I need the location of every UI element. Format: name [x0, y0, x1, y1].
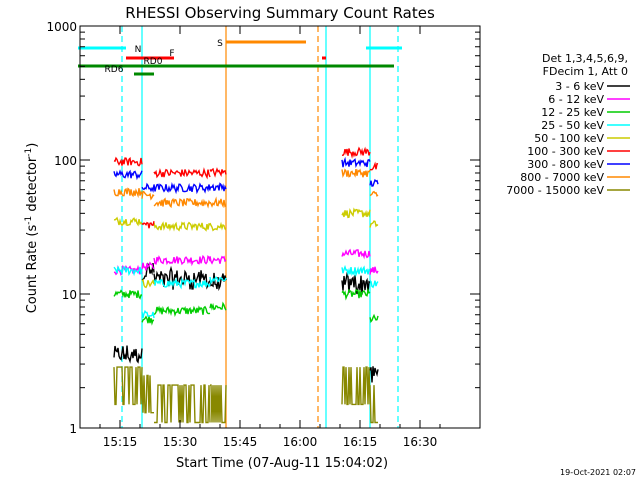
legend-label-7: 800 - 7000 keV — [520, 171, 604, 184]
y-tick-label-1: 10 — [62, 288, 77, 302]
flag-label-4: RD6 — [105, 65, 124, 75]
y-axis-label-start: Count Rate (s — [25, 225, 40, 314]
x-tick-label-4: 16:15 — [343, 435, 378, 449]
series-6 — [113, 156, 379, 195]
legend-header-0: Det 1,3,4,5,6,9, — [542, 52, 628, 65]
legend-label-1: 6 - 12 keV — [548, 93, 604, 106]
legend-header-1: FDecim 1, Att 0 — [543, 65, 628, 78]
legend-label-8: 7000 - 15000 keV — [506, 184, 604, 197]
legend-label-3: 25 - 50 keV — [541, 119, 604, 132]
legend-label-5: 100 - 300 keV — [527, 145, 604, 158]
y-tick-label-0: 1 — [69, 422, 77, 436]
series-5 — [113, 146, 379, 229]
legend-label-2: 12 - 25 keV — [541, 106, 604, 119]
y-axis-label: Count Rate (s-1 detector-1) — [24, 143, 40, 314]
series-trace-4 — [113, 207, 379, 289]
x-tick-label-3: 16:00 — [283, 435, 318, 449]
x-tick-label-0: 15:15 — [103, 435, 138, 449]
series-4 — [113, 207, 379, 289]
y-tick-label-2: 100 — [54, 154, 77, 168]
series-trace-2 — [113, 287, 379, 326]
series-7 — [113, 168, 379, 209]
y-axis-label-end: ) — [25, 143, 40, 148]
legend-label-4: 50 - 100 keV — [534, 132, 604, 145]
y-axis-label-sup: -1 — [24, 216, 34, 225]
series-trace-7 — [113, 168, 379, 209]
series-3 — [113, 264, 379, 319]
timestamp-label: 19-Oct-2021 02:07 — [560, 468, 636, 477]
flag-label-2: F — [169, 49, 174, 59]
flag-label-3: RD0 — [144, 57, 163, 67]
x-axis-label: Start Time (07-Aug-11 15:04:02) — [176, 456, 388, 471]
legend-label-0: 3 - 6 keV — [555, 80, 604, 93]
x-tick-label-2: 15:45 — [223, 435, 258, 449]
series-trace-6 — [113, 156, 379, 195]
x-tick-label-1: 15:30 — [163, 435, 198, 449]
y-axis-label-sup-2: -1 — [24, 148, 34, 157]
y-tick-label-3: 1000 — [46, 20, 77, 34]
series-8 — [113, 366, 378, 424]
flag-label-1: S — [217, 39, 223, 49]
flag-label-0: N — [135, 45, 142, 55]
series-trace-3 — [113, 264, 379, 319]
y-axis-label-mid: detector — [25, 156, 40, 216]
legend-label-6: 300 - 800 keV — [527, 158, 604, 171]
legend: Det 1,3,4,5,6,9,FDecim 1, Att 0 3 - 6 keV… — [506, 52, 630, 197]
chart-title: RHESSI Observing Summary Count Rates — [125, 4, 435, 22]
x-tick-label-5: 16:30 — [403, 435, 438, 449]
series-trace-5 — [113, 146, 379, 229]
plot-area: N S F RD0 RD6 15:15 15:30 15:45 16:00 16:15 16:30 1… — [46, 20, 481, 449]
series-trace-8 — [113, 366, 378, 424]
series-2 — [113, 287, 379, 326]
